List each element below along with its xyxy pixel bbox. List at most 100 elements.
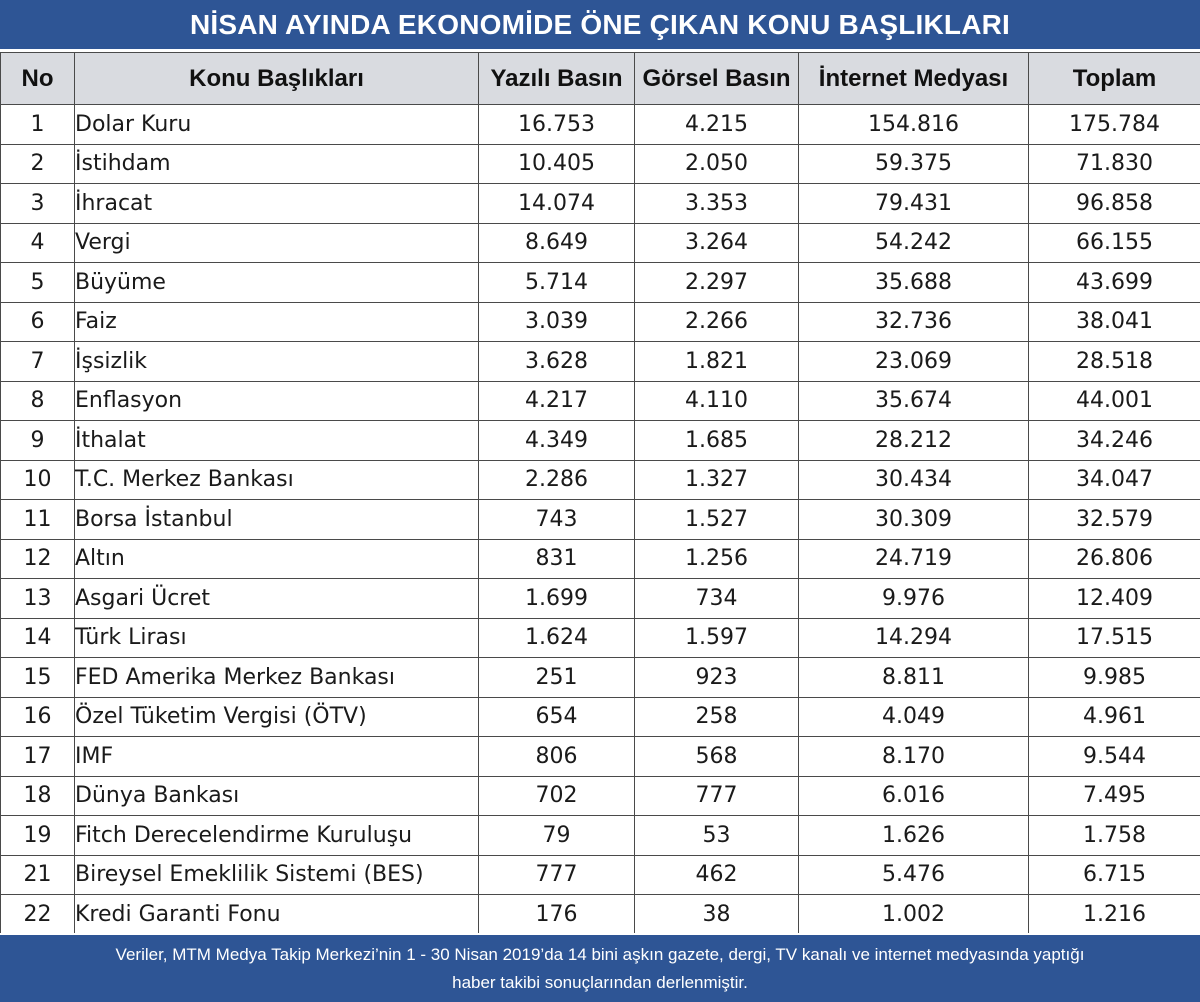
cell-visual-press: 2.297 <box>634 262 799 303</box>
cell-internet-media: 32.736 <box>798 301 1029 342</box>
cell-total: 17.515 <box>1028 617 1200 658</box>
page-title: NİSAN AYINDA EKONOMİDE ÖNE ÇIKAN KONU BA… <box>0 0 1200 52</box>
cell-print-press: 3.628 <box>478 341 635 382</box>
cell-topic: Fitch Derecelendirme Kuruluşu <box>74 815 479 856</box>
cell-visual-press: 38 <box>634 894 799 935</box>
cell-print-press: 14.074 <box>478 183 635 224</box>
cell-total: 6.715 <box>1028 854 1200 895</box>
cell-no: 1 <box>0 104 75 145</box>
cell-total: 4.961 <box>1028 696 1200 737</box>
cell-print-press: 831 <box>478 538 635 579</box>
cell-print-press: 2.286 <box>478 459 635 500</box>
cell-topic: Özel Tüketim Vergisi (ÖTV) <box>74 696 479 737</box>
cell-internet-media: 35.674 <box>798 380 1029 421</box>
cell-topic: Büyüme <box>74 262 479 303</box>
cell-topic: Bireysel Emeklilik Sistemi (BES) <box>74 854 479 895</box>
cell-no: 21 <box>0 854 75 895</box>
cell-visual-press: 923 <box>634 657 799 698</box>
cell-internet-media: 6.016 <box>798 775 1029 816</box>
cell-print-press: 16.753 <box>478 104 635 145</box>
cell-no: 16 <box>0 696 75 737</box>
cell-print-press: 1.699 <box>478 578 635 619</box>
cell-print-press: 79 <box>478 815 635 856</box>
cell-no: 15 <box>0 657 75 698</box>
cell-internet-media: 1.626 <box>798 815 1029 856</box>
cell-total: 34.246 <box>1028 420 1200 461</box>
cell-print-press: 806 <box>478 736 635 777</box>
cell-total: 175.784 <box>1028 104 1200 145</box>
cell-no: 3 <box>0 183 75 224</box>
cell-topic: Kredi Garanti Fonu <box>74 894 479 935</box>
cell-no: 11 <box>0 499 75 540</box>
cell-topic: Enflasyon <box>74 380 479 421</box>
cell-total: 9.544 <box>1028 736 1200 777</box>
cell-visual-press: 1.327 <box>634 459 799 500</box>
cell-topic: IMF <box>74 736 479 777</box>
cell-topic: İthalat <box>74 420 479 461</box>
column-header-topic: Konu Başlıkları <box>74 52 479 105</box>
cell-total: 28.518 <box>1028 341 1200 382</box>
cell-topic: Asgari Ücret <box>74 578 479 619</box>
cell-topic: Türk Lirası <box>74 617 479 658</box>
cell-no: 9 <box>0 420 75 461</box>
cell-visual-press: 568 <box>634 736 799 777</box>
table-row: 22 Kredi Garanti Fonu 176 38 1.002 1.216 <box>0 894 1200 935</box>
cell-total: 34.047 <box>1028 459 1200 500</box>
cell-no: 13 <box>0 578 75 619</box>
cell-print-press: 4.349 <box>478 420 635 461</box>
cell-topic: İstihdam <box>74 143 479 184</box>
cell-internet-media: 54.242 <box>798 222 1029 263</box>
cell-total: 1.758 <box>1028 815 1200 856</box>
cell-total: 9.985 <box>1028 657 1200 698</box>
cell-no: 10 <box>0 459 75 500</box>
source-note-line-2: haber takibi sonuçlarından derlenmiştir. <box>452 973 748 992</box>
cell-visual-press: 1.821 <box>634 341 799 382</box>
cell-topic: Altın <box>74 538 479 579</box>
cell-print-press: 251 <box>478 657 635 698</box>
cell-internet-media: 30.309 <box>798 499 1029 540</box>
cell-print-press: 10.405 <box>478 143 635 184</box>
cell-visual-press: 734 <box>634 578 799 619</box>
cell-print-press: 3.039 <box>478 301 635 342</box>
source-note-line-1: Veriler, MTM Medya Takip Merkezi’nin 1 -… <box>115 945 1085 964</box>
cell-internet-media: 5.476 <box>798 854 1029 895</box>
table-row: 16 Özel Tüketim Vergisi (ÖTV) 654 258 4.049 4… <box>0 696 1200 737</box>
table-row: 4 Vergi 8.649 3.264 54.242 66.155 <box>0 222 1200 263</box>
table-row: 10 T.C. Merkez Bankası 2.286 1.327 30.434 34.… <box>0 459 1200 500</box>
cell-visual-press: 777 <box>634 775 799 816</box>
topics-table: No Konu Başlıkları Yazılı Basın Görsel B… <box>0 52 1200 935</box>
cell-no: 5 <box>0 262 75 303</box>
table-row: 7 İşsizlik 3.628 1.821 23.069 28.518 <box>0 341 1200 382</box>
column-header-visual-press: Görsel Basın <box>634 52 799 105</box>
cell-print-press: 777 <box>478 854 635 895</box>
cell-no: 7 <box>0 341 75 382</box>
table-row: 15 FED Amerika Merkez Bankası 251 923 8.811 9… <box>0 657 1200 698</box>
cell-total: 71.830 <box>1028 143 1200 184</box>
cell-print-press: 743 <box>478 499 635 540</box>
cell-internet-media: 30.434 <box>798 459 1029 500</box>
cell-internet-media: 4.049 <box>798 696 1029 737</box>
cell-visual-press: 1.527 <box>634 499 799 540</box>
table-row: 9 İthalat 4.349 1.685 28.212 34.246 <box>0 420 1200 461</box>
cell-topic: Dolar Kuru <box>74 104 479 145</box>
cell-internet-media: 23.069 <box>798 341 1029 382</box>
cell-no: 22 <box>0 894 75 935</box>
cell-internet-media: 24.719 <box>798 538 1029 579</box>
cell-internet-media: 154.816 <box>798 104 1029 145</box>
table-row: 18 Dünya Bankası 702 777 6.016 7.495 <box>0 775 1200 816</box>
cell-print-press: 176 <box>478 894 635 935</box>
table-row: 12 Altın 831 1.256 24.719 26.806 <box>0 538 1200 579</box>
cell-visual-press: 4.110 <box>634 380 799 421</box>
cell-print-press: 654 <box>478 696 635 737</box>
cell-no: 8 <box>0 380 75 421</box>
table-row: 21 Bireysel Emeklilik Sistemi (BES) 777 462… <box>0 854 1200 895</box>
column-header-no: No <box>0 52 75 105</box>
cell-total: 66.155 <box>1028 222 1200 263</box>
cell-total: 32.579 <box>1028 499 1200 540</box>
table-row: 5 Büyüme 5.714 2.297 35.688 43.699 <box>0 262 1200 303</box>
source-note: Veriler, MTM Medya Takip Merkezi’nin 1 -… <box>0 933 1200 1002</box>
cell-visual-press: 2.266 <box>634 301 799 342</box>
table-row: 14 Türk Lirası 1.624 1.597 14.294 17.515 <box>0 617 1200 658</box>
cell-visual-press: 53 <box>634 815 799 856</box>
column-header-print-press: Yazılı Basın <box>478 52 635 105</box>
